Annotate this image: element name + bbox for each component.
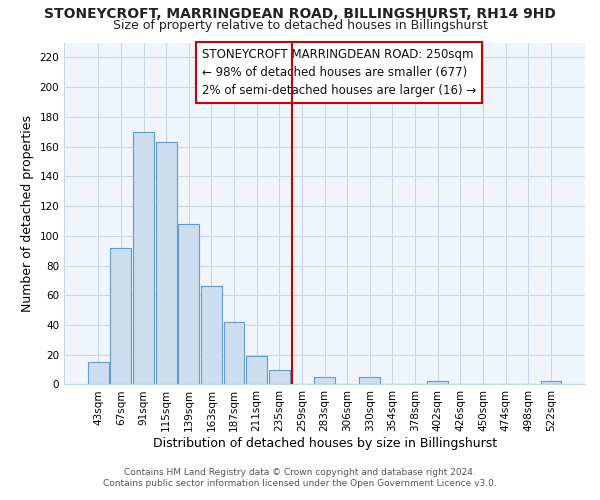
- Bar: [224, 322, 244, 384]
- Bar: [541, 382, 562, 384]
- X-axis label: Distribution of detached houses by size in Billingshurst: Distribution of detached houses by size …: [152, 437, 497, 450]
- Text: STONEYCROFT MARRINGDEAN ROAD: 250sqm
← 98% of detached houses are smaller (677)
: STONEYCROFT MARRINGDEAN ROAD: 250sqm ← 9…: [202, 48, 476, 96]
- Bar: [178, 224, 199, 384]
- Text: Contains HM Land Registry data © Crown copyright and database right 2024.
Contai: Contains HM Land Registry data © Crown c…: [103, 468, 497, 487]
- Bar: [314, 377, 335, 384]
- Text: STONEYCROFT, MARRINGDEAN ROAD, BILLINGSHURST, RH14 9HD: STONEYCROFT, MARRINGDEAN ROAD, BILLINGSH…: [44, 8, 556, 22]
- Bar: [246, 356, 267, 384]
- Bar: [156, 142, 176, 384]
- Bar: [359, 377, 380, 384]
- Bar: [133, 132, 154, 384]
- Bar: [88, 362, 109, 384]
- Bar: [201, 286, 222, 384]
- Text: Size of property relative to detached houses in Billingshurst: Size of property relative to detached ho…: [113, 18, 487, 32]
- Y-axis label: Number of detached properties: Number of detached properties: [21, 115, 34, 312]
- Bar: [269, 370, 290, 384]
- Bar: [110, 248, 131, 384]
- Bar: [427, 382, 448, 384]
